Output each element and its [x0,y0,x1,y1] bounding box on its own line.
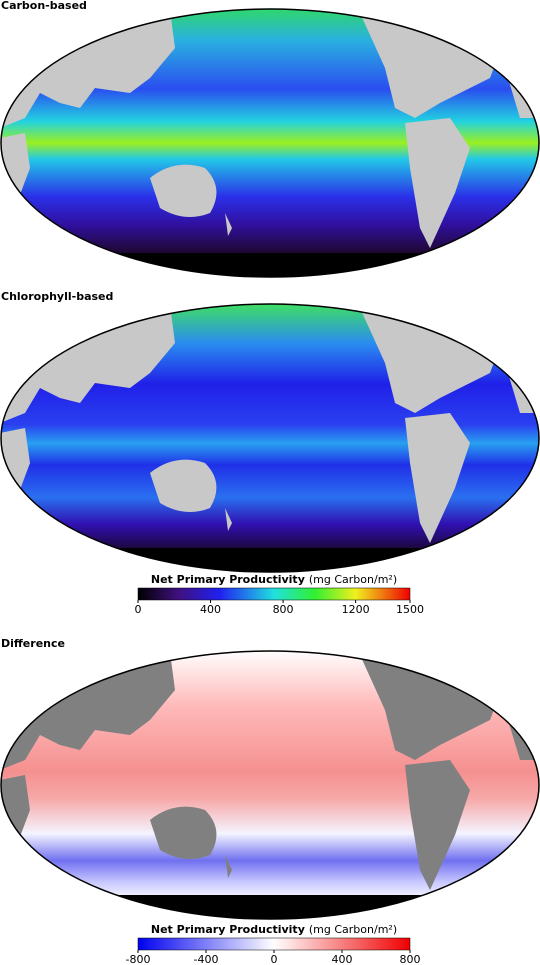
colorbar-tick-label: 1500 [396,603,424,616]
colorbar-title: Net Primary Productivity (mg Carbon/m²) [151,573,397,586]
colorbar-tick-label: -400 [194,953,219,965]
colorbar [137,587,411,601]
map-chlorophyll [0,303,540,573]
colorbar-tick-label: 0 [271,953,278,965]
colorbar-title: Net Primary Productivity (mg Carbon/m²) [151,923,397,936]
colorbar-tick-label: 800 [400,953,421,965]
map-difference [0,650,540,920]
colorbar-unit: (mg Carbon/m²) [309,923,397,936]
colorbar-unit: (mg Carbon/m²) [309,573,397,586]
panel-title: Chlorophyll-based [1,290,113,303]
colorbar-label: Net Primary Productivity [151,923,305,936]
colorbar-tick-label: 1200 [342,603,370,616]
colorbar [137,937,411,951]
panel-title: Carbon-based [1,0,87,12]
map-carbon [0,8,540,278]
colorbar-tick-label: 400 [332,953,353,965]
colorbar-tick-label: -800 [126,953,151,965]
colorbar-tick-label: 800 [273,603,294,616]
colorbar-tick-label: 0 [135,603,142,616]
panel-title: Difference [1,637,65,650]
colorbar-label: Net Primary Productivity [151,573,305,586]
colorbar-tick-label: 400 [200,603,221,616]
